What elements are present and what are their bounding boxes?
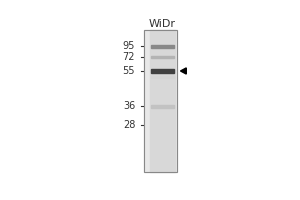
Text: 36: 36 (123, 101, 135, 111)
Text: 72: 72 (123, 52, 135, 62)
Text: 95: 95 (123, 41, 135, 51)
Bar (152, 56, 173, 58)
Polygon shape (181, 68, 186, 74)
Text: 55: 55 (123, 66, 135, 76)
Bar (145, 30, 177, 172)
Text: 28: 28 (123, 120, 135, 130)
Bar (150, 30, 175, 172)
Bar (152, 105, 173, 108)
Bar (152, 69, 173, 73)
Bar (152, 76, 173, 78)
Bar (152, 45, 173, 48)
Bar (145, 30, 177, 172)
Text: WiDr: WiDr (149, 19, 176, 29)
